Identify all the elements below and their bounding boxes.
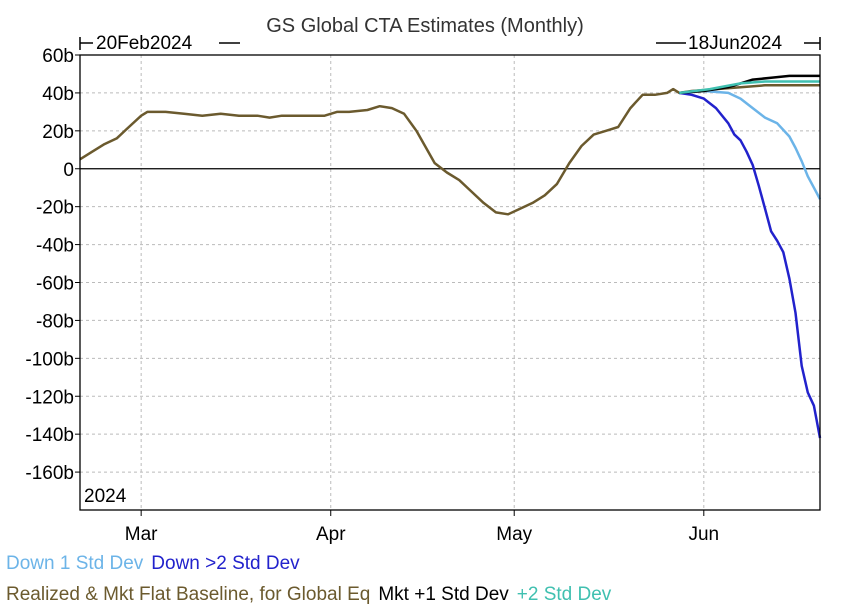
y-tick-label: -60b — [36, 274, 74, 295]
y-tick-label: -120b — [25, 387, 74, 408]
legend-entry: Realized & Mkt Flat Baseline, for Global… — [6, 584, 371, 605]
x-tick-label: Apr — [316, 524, 346, 545]
y-tick-label: -100b — [25, 349, 74, 370]
year-label: 2024 — [84, 486, 127, 507]
legend-row-2: Realized & Mkt Flat Baseline, for Global… — [6, 584, 619, 606]
y-tick-label: -40b — [36, 236, 74, 257]
grid — [80, 55, 820, 510]
start-date-label: 20Feb2024 — [96, 33, 193, 54]
y-tick-label: -80b — [36, 311, 74, 332]
legend-entry: +2 Std Dev — [516, 584, 612, 605]
series-down-2-std-dev — [679, 91, 822, 439]
end-date-label: 18Jun2024 — [688, 33, 782, 54]
y-tick-label: 0 — [63, 160, 74, 181]
y-tick-label: 60b — [42, 46, 74, 67]
series-realized-mkt-flat-baseline-for-global-eq-mkt — [79, 84, 820, 216]
y-axis: 60b 40b 20b 0 -20b -40b -60b -80b -100b -120b -140… — [25, 46, 80, 484]
x-tick-label: Jun — [688, 524, 719, 545]
y-tick-label: -140b — [25, 425, 74, 446]
x-axis: Mar Apr May Jun — [125, 510, 719, 545]
y-tick-label: 40b — [42, 84, 74, 105]
y-tick-label: 20b — [42, 122, 74, 143]
legend-entry: Down >2 Std Dev — [151, 553, 300, 574]
legend-entry: Mkt +1 Std Dev — [378, 584, 509, 605]
series-lines — [79, 74, 822, 439]
end-marker: 18Jun2024 — [656, 33, 821, 54]
plot-frame — [79, 54, 821, 511]
legend-row-1: Down 1 Std Dev Down >2 Std Dev — [6, 553, 308, 575]
y-tick-label: -20b — [36, 198, 74, 219]
legend-entry: Down 1 Std Dev — [6, 553, 144, 574]
start-marker: 20Feb2024 — [79, 33, 240, 54]
series-down-1-std-dev — [679, 89, 822, 200]
cta-chart: GS Global CTA Estimates (Monthly) 20Feb2… — [25, 15, 822, 545]
x-tick-label: May — [496, 524, 532, 545]
series-2-std-dev — [679, 80, 820, 95]
x-tick-label: Mar — [125, 524, 158, 545]
chart-title: GS Global CTA Estimates (Monthly) — [266, 15, 584, 37]
y-tick-label: -160b — [25, 463, 74, 484]
